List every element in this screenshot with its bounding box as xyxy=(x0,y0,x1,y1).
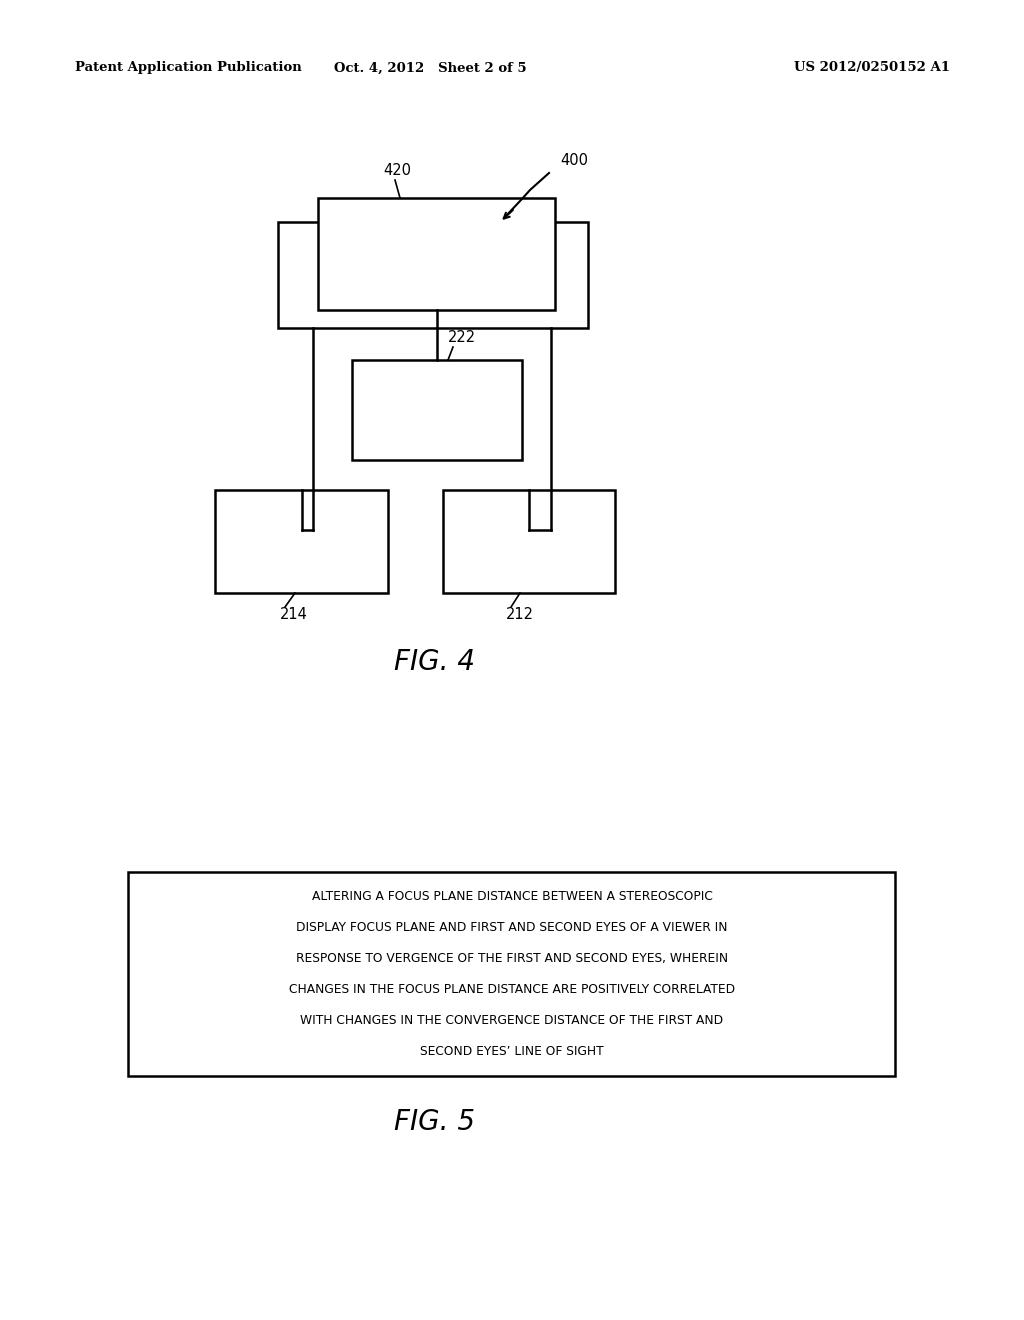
Bar xyxy=(443,490,615,593)
Text: SECOND EYES’ LINE OF SIGHT: SECOND EYES’ LINE OF SIGHT xyxy=(420,1045,604,1059)
Bar xyxy=(278,222,588,327)
Bar xyxy=(352,360,522,459)
Text: DISPLAY FOCUS PLANE AND FIRST AND SECOND EYES OF A VIEWER IN: DISPLAY FOCUS PLANE AND FIRST AND SECOND… xyxy=(296,921,728,935)
Text: 222: 222 xyxy=(449,330,476,345)
Text: 212: 212 xyxy=(506,607,534,622)
Text: CHANGES IN THE FOCUS PLANE DISTANCE ARE POSITIVELY CORRELATED: CHANGES IN THE FOCUS PLANE DISTANCE ARE … xyxy=(289,983,735,997)
Text: 420: 420 xyxy=(383,162,411,178)
Text: Oct. 4, 2012   Sheet 2 of 5: Oct. 4, 2012 Sheet 2 of 5 xyxy=(334,62,526,74)
Text: US 2012/0250152 A1: US 2012/0250152 A1 xyxy=(794,62,950,74)
Text: WITH CHANGES IN THE CONVERGENCE DISTANCE OF THE FIRST AND: WITH CHANGES IN THE CONVERGENCE DISTANCE… xyxy=(300,1014,724,1027)
Text: Patent Application Publication: Patent Application Publication xyxy=(75,62,302,74)
Text: FIG. 5: FIG. 5 xyxy=(394,1107,475,1137)
Bar xyxy=(318,198,555,310)
Text: RESPONSE TO VERGENCE OF THE FIRST AND SECOND EYES, WHEREIN: RESPONSE TO VERGENCE OF THE FIRST AND SE… xyxy=(296,952,728,965)
Text: 214: 214 xyxy=(280,607,308,622)
Text: FIG. 4: FIG. 4 xyxy=(394,648,475,676)
Text: 400: 400 xyxy=(560,153,588,168)
Text: ALTERING A FOCUS PLANE DISTANCE BETWEEN A STEREOSCOPIC: ALTERING A FOCUS PLANE DISTANCE BETWEEN … xyxy=(311,890,713,903)
Bar xyxy=(128,873,895,1076)
Bar xyxy=(215,490,388,593)
